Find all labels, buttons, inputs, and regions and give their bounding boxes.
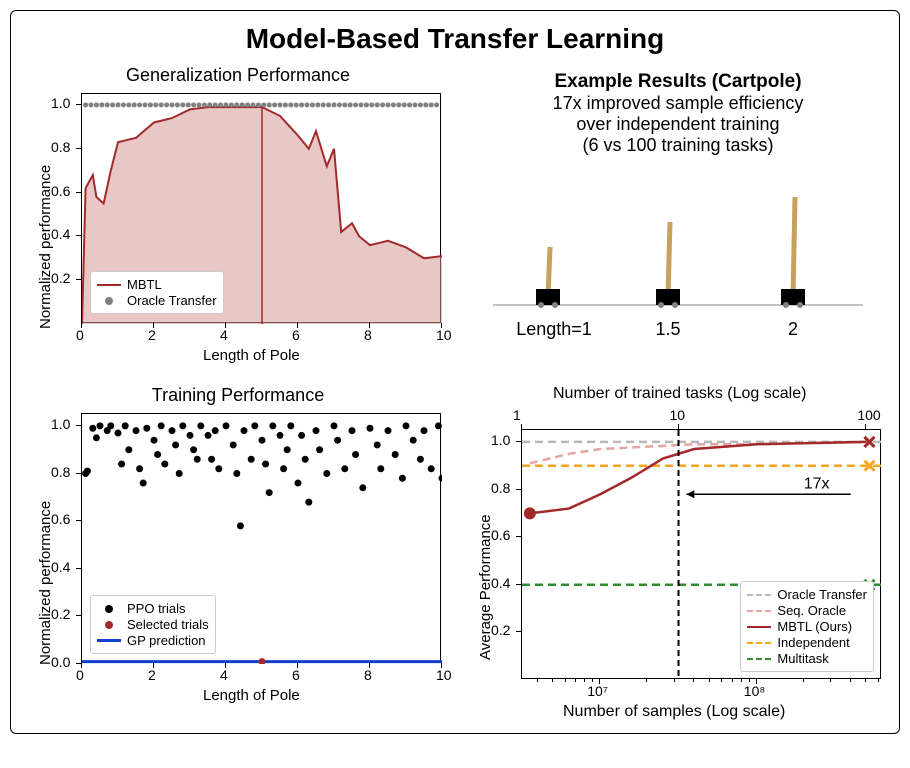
- xtick-top: 10: [670, 407, 686, 423]
- training-plot: PPO trials Selected trials GP prediction: [81, 413, 441, 663]
- xtick-top: 1: [513, 407, 521, 423]
- legend-selected: Selected trials: [97, 617, 209, 632]
- svg-text:17x: 17x: [804, 475, 830, 492]
- legend-seqoracle-label: Seq. Oracle: [777, 603, 846, 618]
- legend-oracle: Oracle Transfer: [97, 293, 217, 308]
- ytick: 0.2: [51, 270, 77, 286]
- legend-ppo-label: PPO trials: [127, 601, 186, 616]
- legend-oracle-label: Oracle Transfer: [127, 293, 217, 308]
- xtick-top: 100: [857, 407, 880, 423]
- cartpole-diagram: Length=1 1.5 2: [493, 195, 863, 345]
- generalization-title: Generalization Performance: [23, 65, 453, 86]
- training-panel: Training Performance Normalized performa…: [23, 385, 453, 725]
- legend-mbtl-ours: MBTL (Ours): [747, 619, 867, 634]
- legend-mbtl-ours-label: MBTL (Ours): [777, 619, 852, 634]
- legend-ppo: PPO trials: [97, 601, 209, 616]
- xtick: 10: [436, 327, 452, 343]
- ytick: 0.4: [51, 226, 77, 242]
- legend-independent: Independent: [747, 635, 867, 650]
- legend-gp: GP prediction: [97, 633, 209, 648]
- ytick: 1.0: [51, 416, 70, 432]
- legend-multitask-label: Multitask: [777, 651, 828, 666]
- cartpole-title: Example Results (Cartpole): [463, 71, 893, 93]
- generalization-plot: MBTL Oracle Transfer: [81, 93, 441, 323]
- xtick: 0: [76, 667, 84, 683]
- svg-text:1.5: 1.5: [655, 319, 680, 339]
- ytick: 0.6: [51, 183, 77, 199]
- xtick: 2: [148, 327, 156, 343]
- training-title: Training Performance: [23, 385, 453, 406]
- xtick: 10⁷: [587, 683, 608, 699]
- xtick: 2: [148, 667, 156, 683]
- legend-independent-label: Independent: [777, 635, 849, 650]
- cartpole-panel: Example Results (Cartpole) 17x improved …: [463, 65, 893, 375]
- figure-container: Model-Based Transfer Learning Generaliza…: [10, 10, 900, 734]
- xtick: 4: [220, 667, 228, 683]
- ytick: 1.0: [491, 432, 510, 448]
- legend-oracle-transfer: Oracle Transfer: [747, 587, 867, 602]
- ytick: 0.6: [51, 511, 70, 527]
- xtick: 8: [364, 327, 372, 343]
- performance-top-xlabel: Number of trained tasks (Log scale): [553, 385, 806, 403]
- xtick: 10: [436, 667, 452, 683]
- ytick: 0.8: [51, 464, 70, 480]
- ytick: 0.6: [491, 527, 510, 543]
- legend-oracle-transfer-label: Oracle Transfer: [777, 587, 867, 602]
- multitask-dash-icon: [747, 658, 771, 660]
- cartpole-svg: Length=1 1.5 2: [493, 195, 863, 345]
- legend-seqoracle: Seq. Oracle: [747, 603, 867, 618]
- oracle-dash-icon: [747, 594, 771, 596]
- independent-dash-icon: [747, 642, 771, 644]
- xtick: 10⁸: [744, 683, 765, 699]
- xtick: 6: [292, 667, 300, 683]
- cartpole-line2: over independent training: [463, 114, 893, 135]
- legend-gp-label: GP prediction: [127, 633, 206, 648]
- ytick: 0.8: [491, 480, 510, 496]
- svg-text:Length=1: Length=1: [516, 319, 592, 339]
- ytick: 1.0: [51, 95, 77, 111]
- performance-plot: 17x Oracle Transfer Seq. Oracle MBTL (Ou…: [521, 429, 881, 679]
- legend-multitask: Multitask: [747, 651, 867, 666]
- xtick: 8: [364, 667, 372, 683]
- cartpole-line1: 17x improved sample efficiency: [463, 93, 893, 114]
- seqoracle-dash-icon: [747, 610, 771, 612]
- ytick: 0.4: [491, 575, 510, 591]
- mbtl-line-icon: [97, 284, 121, 286]
- generalization-xlabel: Length of Pole: [203, 347, 300, 364]
- training-xlabel: Length of Pole: [203, 687, 300, 704]
- main-title: Model-Based Transfer Learning: [23, 23, 887, 55]
- legend-mbtl-label: MBTL: [127, 277, 162, 292]
- ytick: 0.2: [51, 606, 70, 622]
- xtick: 6: [292, 327, 300, 343]
- xtick: 4: [220, 327, 228, 343]
- figure-grid: Generalization Performance Normalized pe…: [23, 65, 887, 725]
- oracle-dot-icon: [97, 293, 121, 308]
- legend-mbtl: MBTL: [97, 277, 217, 292]
- performance-panel: Number of trained tasks (Log scale) Aver…: [463, 385, 893, 725]
- ytick: 0.8: [51, 139, 77, 155]
- ppo-dot-icon: [97, 601, 121, 616]
- xtick: 0: [76, 327, 84, 343]
- mbtl-solid-icon: [747, 626, 771, 628]
- ytick: 0.0: [51, 654, 70, 670]
- ytick: 0.4: [51, 559, 70, 575]
- training-legend: PPO trials Selected trials GP prediction: [90, 595, 216, 654]
- selected-dot-icon: [97, 617, 121, 632]
- generalization-panel: Generalization Performance Normalized pe…: [23, 65, 453, 375]
- performance-legend: Oracle Transfer Seq. Oracle MBTL (Ours) …: [740, 581, 874, 672]
- cartpole-line3: (6 vs 100 training tasks): [463, 135, 893, 156]
- gp-line-icon: [97, 639, 121, 642]
- ytick: 0.2: [491, 622, 510, 638]
- performance-bottom-xlabel: Number of samples (Log scale): [563, 703, 785, 721]
- cartpole-text: Example Results (Cartpole) 17x improved …: [463, 71, 893, 156]
- legend-selected-label: Selected trials: [127, 617, 209, 632]
- generalization-legend: MBTL Oracle Transfer: [90, 271, 224, 314]
- svg-text:2: 2: [788, 319, 798, 339]
